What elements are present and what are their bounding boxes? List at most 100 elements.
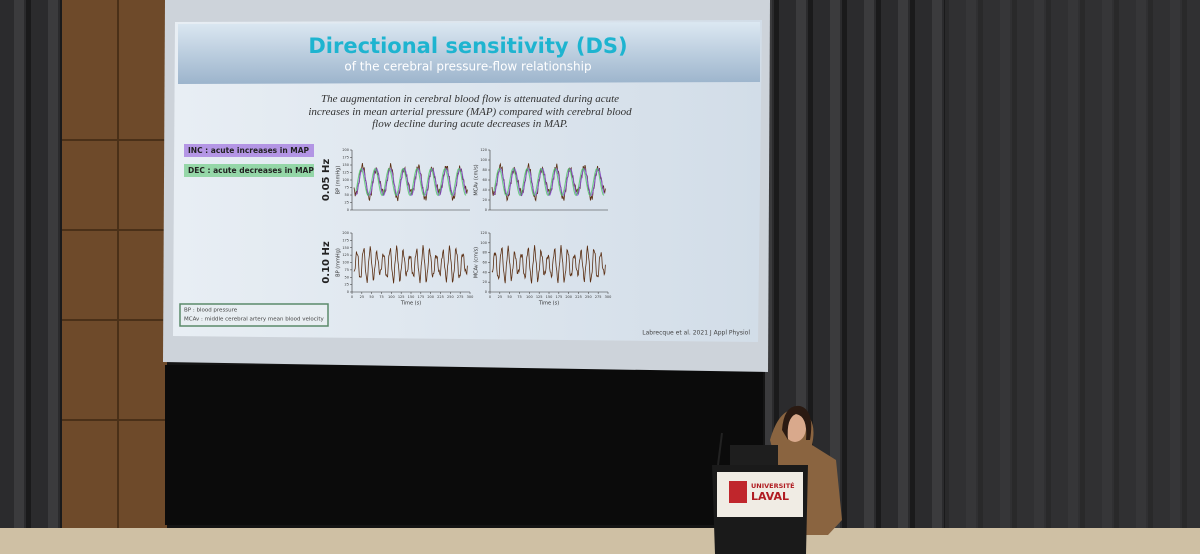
y-tick-label: 0 bbox=[485, 290, 487, 294]
footnote: BP : blood pressure bbox=[184, 308, 238, 314]
y-tick-label: 100 bbox=[342, 178, 349, 182]
y-tick-label: 200 bbox=[342, 231, 349, 235]
y-tick-label: 50 bbox=[345, 193, 349, 197]
slide bbox=[173, 20, 762, 342]
legend-label: DEC : acute decreases in MAP bbox=[188, 166, 314, 175]
row-label: 0.10 Hz bbox=[321, 241, 332, 284]
y-tick-label: 120 bbox=[480, 231, 487, 235]
statement: The augmentation in cerebral blood flow … bbox=[308, 93, 632, 130]
speaker-hair bbox=[782, 405, 812, 440]
y-tick-label: 125 bbox=[342, 253, 349, 257]
citation: Labrecque et al. 2021 J Appl Physiol bbox=[642, 330, 750, 337]
x-tick-label: 275 bbox=[457, 295, 464, 299]
x-tick-label: 0 bbox=[351, 295, 353, 299]
y-tick-label: 60 bbox=[483, 261, 487, 265]
x-tick-label: 225 bbox=[575, 295, 582, 299]
signal-trace bbox=[353, 245, 468, 284]
x-tick-label: 25 bbox=[360, 295, 364, 299]
x-tick-label: 250 bbox=[585, 295, 592, 299]
phase-trace bbox=[493, 167, 605, 197]
x-tick-label: 150 bbox=[408, 295, 415, 299]
y-tick-label: 150 bbox=[342, 246, 349, 250]
x-tick-label: 50 bbox=[369, 295, 373, 299]
y-tick-label: 20 bbox=[483, 198, 487, 202]
footnote: MCAv : middle cerebral artery mean blood… bbox=[184, 317, 325, 323]
y-tick-label: 100 bbox=[480, 241, 487, 245]
stage-floor bbox=[0, 528, 1200, 554]
statement-box: The augmentation in cerebral blood flow … bbox=[308, 93, 632, 130]
y-tick-label: 0 bbox=[347, 290, 349, 294]
y-tick-label: 150 bbox=[342, 163, 349, 167]
laval-crest bbox=[729, 481, 747, 503]
x-tick-label: 0 bbox=[489, 295, 491, 299]
y-tick-label: 60 bbox=[483, 178, 487, 182]
wood-panel-lines bbox=[62, 0, 167, 530]
legend: INC : acute increases in MAP DEC : acute … bbox=[184, 144, 314, 177]
x-tick-label: 25 bbox=[498, 295, 502, 299]
x-tick-label: 50 bbox=[507, 295, 511, 299]
y-tick-label: 25 bbox=[345, 201, 349, 205]
phase-trace bbox=[493, 167, 605, 197]
legend-box bbox=[184, 164, 314, 177]
y-tick-label: 25 bbox=[345, 283, 349, 287]
y-tick-label: 75 bbox=[345, 186, 349, 190]
title-band bbox=[178, 22, 760, 84]
x-tick-label: 250 bbox=[447, 295, 454, 299]
wood-wall bbox=[62, 0, 167, 530]
logo-text: UNIVERSITÉ bbox=[751, 481, 795, 490]
screen-box bbox=[165, 365, 763, 525]
x-tick-label: 75 bbox=[379, 295, 383, 299]
y-tick-label: 0 bbox=[347, 208, 349, 212]
y-tick-label: 0 bbox=[485, 208, 487, 212]
y-axis-label: MCAv (cm/s) bbox=[474, 247, 480, 278]
y-tick-label: 40 bbox=[483, 270, 487, 274]
phase-trace bbox=[355, 167, 467, 197]
y-tick-label: 200 bbox=[342, 148, 349, 152]
curtain-shade bbox=[945, 0, 1200, 554]
slide-title: Directional sensitivity (DS) bbox=[308, 34, 627, 58]
x-tick-label: 125 bbox=[398, 295, 405, 299]
y-tick-label: 100 bbox=[342, 261, 349, 265]
x-tick-label: 200 bbox=[427, 295, 434, 299]
footnote-box bbox=[179, 303, 329, 327]
x-axis-label: Time (s) bbox=[400, 301, 421, 307]
x-tick-label: 200 bbox=[565, 295, 572, 299]
x-tick-label: 300 bbox=[605, 295, 612, 299]
legend-box bbox=[184, 144, 314, 157]
y-axis-label: BP (mmHg) bbox=[336, 166, 342, 195]
y-tick-label: 80 bbox=[483, 251, 487, 255]
signal-trace bbox=[491, 245, 606, 284]
logo-text: LAVAL bbox=[751, 490, 789, 503]
row-label: 0.05 Hz bbox=[321, 159, 332, 202]
y-tick-label: 125 bbox=[342, 171, 349, 175]
y-axis-label: BP (mmHg) bbox=[336, 248, 342, 277]
legend-label: INC : acute increases in MAP bbox=[188, 146, 310, 155]
x-tick-label: 175 bbox=[555, 295, 562, 299]
x-tick-label: 125 bbox=[536, 295, 543, 299]
x-tick-label: 100 bbox=[388, 295, 395, 299]
y-tick-label: 100 bbox=[480, 158, 487, 162]
y-tick-label: 175 bbox=[342, 156, 349, 160]
x-tick-label: 275 bbox=[595, 295, 602, 299]
y-tick-label: 175 bbox=[342, 238, 349, 242]
x-tick-label: 150 bbox=[546, 295, 553, 299]
microphone bbox=[717, 432, 723, 466]
left-curtain bbox=[0, 0, 70, 530]
x-tick-label: 300 bbox=[467, 295, 474, 299]
y-tick-label: 75 bbox=[345, 268, 349, 272]
y-tick-label: 80 bbox=[483, 168, 487, 172]
x-tick-label: 75 bbox=[517, 295, 521, 299]
y-tick-label: 20 bbox=[483, 280, 487, 284]
phase-trace bbox=[355, 167, 467, 197]
laptop bbox=[730, 445, 778, 467]
y-tick-label: 40 bbox=[483, 188, 487, 192]
x-tick-label: 225 bbox=[437, 295, 444, 299]
y-axis-label: MCAv (cm/s) bbox=[474, 164, 480, 195]
y-tick-label: 120 bbox=[480, 148, 487, 152]
x-tick-label: 100 bbox=[526, 295, 533, 299]
y-tick-label: 50 bbox=[345, 275, 349, 279]
x-axis-label: Time (s) bbox=[538, 301, 559, 307]
